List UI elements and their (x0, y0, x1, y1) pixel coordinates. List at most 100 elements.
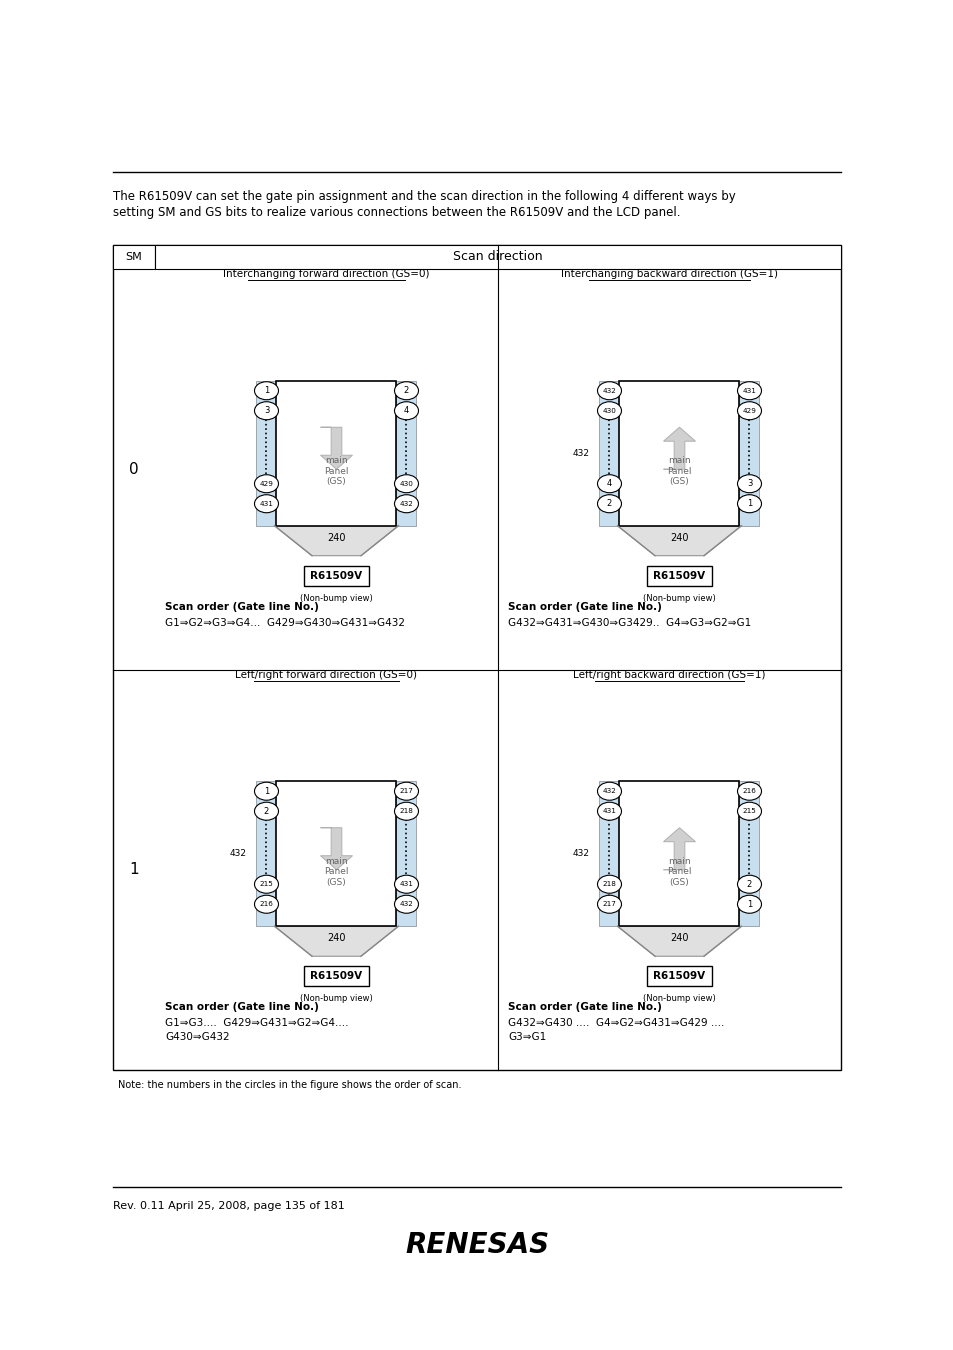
Bar (646, 566, 711, 586)
Ellipse shape (597, 895, 620, 913)
Text: 431: 431 (399, 882, 413, 887)
Text: Left/right forward direction (GS=0): Left/right forward direction (GS=0) (235, 670, 417, 679)
Ellipse shape (597, 475, 620, 493)
Text: (Non-bump view): (Non-bump view) (642, 994, 715, 1003)
Text: 431: 431 (602, 809, 616, 814)
Bar (256, 381, 276, 525)
Polygon shape (274, 926, 398, 956)
Text: (Non-bump view): (Non-bump view) (300, 594, 373, 602)
Text: G1⇒G2⇒G3⇒G4...  G429⇒G430⇒G431⇒G432: G1⇒G2⇒G3⇒G4... G429⇒G430⇒G431⇒G432 (165, 617, 405, 628)
Ellipse shape (395, 895, 418, 913)
Text: 216: 216 (259, 902, 274, 907)
Text: 432: 432 (230, 849, 247, 859)
Text: 1: 1 (746, 500, 751, 508)
Text: 432: 432 (602, 387, 616, 394)
Bar (304, 566, 369, 586)
Bar (112, 244, 154, 269)
Bar (396, 782, 416, 926)
Bar (598, 381, 618, 525)
Text: 240: 240 (327, 533, 345, 543)
Ellipse shape (254, 494, 278, 513)
Text: 2: 2 (403, 386, 409, 396)
Ellipse shape (597, 382, 620, 400)
Text: 2: 2 (606, 500, 612, 508)
Ellipse shape (737, 494, 760, 513)
Text: Scan direction: Scan direction (453, 251, 542, 263)
Text: Note: the numbers in the circles in the figure shows the order of scan.: Note: the numbers in the circles in the … (118, 1080, 461, 1089)
Ellipse shape (737, 802, 760, 821)
Bar (739, 782, 759, 926)
Text: Scan order (Gate line No.): Scan order (Gate line No.) (165, 1002, 318, 1012)
Text: 432: 432 (602, 788, 616, 794)
Ellipse shape (254, 382, 278, 400)
Text: R61509V: R61509V (310, 571, 362, 580)
Text: G3⇒G1: G3⇒G1 (507, 1031, 546, 1042)
Text: Scan order (Gate line No.): Scan order (Gate line No.) (507, 1002, 661, 1012)
Text: 430: 430 (399, 481, 413, 487)
Text: Left/right backward direction (GS=1): Left/right backward direction (GS=1) (573, 670, 765, 679)
Bar (739, 381, 759, 525)
Text: 3: 3 (746, 479, 751, 489)
Polygon shape (617, 525, 740, 556)
Text: 1: 1 (264, 386, 269, 396)
Text: 216: 216 (741, 788, 756, 794)
Text: 2: 2 (746, 880, 751, 888)
Text: Interchanging backward direction (GS=1): Interchanging backward direction (GS=1) (560, 269, 778, 279)
Ellipse shape (737, 475, 760, 493)
Text: The R61509V can set the gate pin assignment and the scan direction in the follow: The R61509V can set the gate pin assignm… (112, 190, 735, 202)
Text: 240: 240 (327, 933, 345, 944)
Text: 429: 429 (741, 408, 756, 413)
Text: 429: 429 (259, 481, 274, 487)
Bar (112, 244, 841, 1071)
Text: main
Panel
(GS): main Panel (GS) (324, 857, 349, 887)
Text: 1: 1 (129, 863, 139, 878)
Text: 431: 431 (259, 501, 274, 506)
Text: Scan order (Gate line No.): Scan order (Gate line No.) (165, 602, 318, 612)
Text: Interchanging forward direction (GS=0): Interchanging forward direction (GS=0) (223, 269, 429, 279)
Text: (Non-bump view): (Non-bump view) (642, 594, 715, 602)
Bar (646, 967, 711, 987)
Text: G1⇒G3....  G429⇒G431⇒G2⇒G4....: G1⇒G3.... G429⇒G431⇒G2⇒G4.... (165, 1018, 348, 1027)
Text: 217: 217 (399, 788, 413, 794)
Text: 431: 431 (741, 387, 756, 394)
Text: 215: 215 (741, 809, 756, 814)
Polygon shape (274, 525, 398, 556)
Ellipse shape (395, 802, 418, 821)
Ellipse shape (737, 382, 760, 400)
Bar (276, 381, 396, 525)
Text: 2: 2 (264, 807, 269, 815)
Text: G432⇒G430 ....  G4⇒G2⇒G431⇒G429 ....: G432⇒G430 .... G4⇒G2⇒G431⇒G429 .... (507, 1018, 723, 1027)
Bar (276, 782, 396, 926)
Text: 217: 217 (602, 902, 616, 907)
Text: G432⇒G431⇒G430⇒G3429..  G4⇒G3⇒G2⇒G1: G432⇒G431⇒G430⇒G3429.. G4⇒G3⇒G2⇒G1 (507, 617, 750, 628)
Text: 0: 0 (129, 462, 139, 477)
Bar (256, 782, 276, 926)
Text: 432: 432 (399, 501, 413, 506)
Ellipse shape (395, 382, 418, 400)
Text: main
Panel
(GS): main Panel (GS) (666, 456, 691, 486)
Polygon shape (662, 427, 695, 470)
Text: R61509V: R61509V (653, 571, 705, 580)
Bar (598, 782, 618, 926)
Text: Scan order (Gate line No.): Scan order (Gate line No.) (507, 602, 661, 612)
Bar (618, 381, 739, 525)
Text: 4: 4 (606, 479, 612, 489)
Ellipse shape (395, 475, 418, 493)
Ellipse shape (254, 875, 278, 894)
Text: Rev. 0.11 April 25, 2008, page 135 of 181: Rev. 0.11 April 25, 2008, page 135 of 18… (112, 1202, 344, 1211)
Text: SM: SM (126, 252, 142, 262)
Text: R61509V: R61509V (653, 971, 705, 981)
Ellipse shape (597, 875, 620, 894)
Text: 432: 432 (573, 448, 589, 458)
Bar (304, 967, 369, 987)
Text: main
Panel
(GS): main Panel (GS) (324, 456, 349, 486)
Text: (Non-bump view): (Non-bump view) (300, 994, 373, 1003)
Ellipse shape (737, 782, 760, 801)
Text: main
Panel
(GS): main Panel (GS) (666, 857, 691, 887)
Text: 240: 240 (670, 933, 688, 944)
Ellipse shape (254, 895, 278, 913)
Polygon shape (320, 828, 352, 869)
Polygon shape (320, 427, 352, 470)
Ellipse shape (254, 475, 278, 493)
Ellipse shape (597, 402, 620, 420)
